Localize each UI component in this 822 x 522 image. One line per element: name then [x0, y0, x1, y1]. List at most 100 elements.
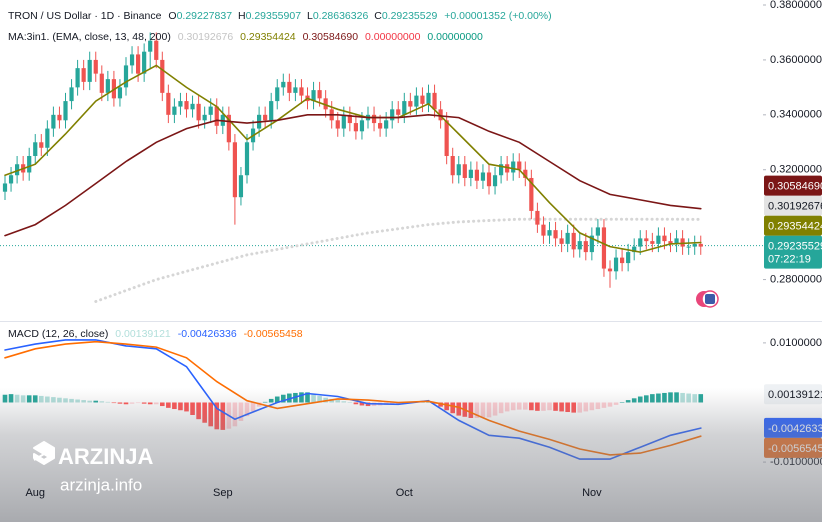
candle-body — [172, 106, 177, 115]
candle-body — [347, 114, 352, 124]
candle-body — [547, 230, 552, 236]
candle-body — [426, 92, 431, 104]
change: +0.00001352 (+0.00%) — [444, 10, 551, 22]
indicator-line — [94, 217, 703, 303]
countdown: 07:22:19 — [768, 254, 811, 266]
candle-body — [595, 227, 600, 236]
candle-body — [57, 114, 62, 121]
candle-body — [281, 81, 286, 88]
candle-body — [474, 169, 479, 181]
candle-body — [390, 109, 395, 121]
candle-body — [142, 51, 147, 74]
price-badge — [764, 215, 822, 236]
candle-body — [480, 172, 486, 181]
price-badge-label: 0.30192676 — [768, 201, 822, 213]
x-tick-label: Sep — [213, 487, 233, 499]
candle-body — [2, 183, 8, 192]
candle-body — [517, 161, 522, 170]
candle-body — [208, 106, 213, 115]
candle-body — [269, 101, 274, 121]
candle-body — [275, 87, 280, 102]
candle-body — [511, 161, 516, 173]
candle-body — [650, 241, 655, 244]
watermark: ARZINJA arzinja.info — [33, 441, 153, 494]
macd-value: -0.00426336 — [178, 328, 237, 340]
candle-body — [359, 120, 365, 132]
candle-body — [456, 164, 461, 176]
ohlc-value: 0.29355907 — [246, 10, 302, 22]
brand: ARZINJA — [58, 444, 153, 469]
candle-body — [523, 169, 528, 178]
candle-body — [299, 87, 304, 96]
flag-icon — [696, 290, 719, 308]
candle-body — [638, 238, 643, 247]
ohlc-label: C — [374, 10, 382, 22]
candle-body — [384, 120, 389, 129]
x-tick-label: Aug — [25, 487, 45, 499]
candle-body — [644, 238, 649, 242]
legend-line: TRON / US Dollar · 1D · Binance O0.29227… — [8, 10, 552, 22]
candle-body — [686, 246, 691, 248]
candle-body — [202, 114, 207, 121]
candle-body — [353, 123, 358, 132]
candle-body — [15, 164, 20, 176]
candle-body — [293, 87, 298, 93]
price-badge — [764, 235, 822, 269]
candle-body — [432, 92, 437, 110]
price-badge-label: 0.29354424 — [768, 221, 822, 233]
candle-body — [620, 257, 625, 264]
candle-body — [287, 81, 292, 93]
candle-body — [87, 59, 92, 82]
candle-body — [160, 59, 165, 93]
candle-body — [244, 142, 250, 176]
candle-body — [674, 238, 679, 244]
candle-body — [311, 90, 316, 102]
candle-body — [75, 68, 80, 88]
candle-body — [571, 232, 576, 250]
candle-body — [27, 156, 32, 173]
candle-body — [105, 79, 110, 93]
indicator-line — [4, 113, 702, 237]
candle-body — [420, 95, 425, 104]
candle-body — [583, 241, 588, 253]
indicator-name: MA:3in1. (EMA, close, 13, 48, 200) — [8, 31, 171, 43]
watermark-band — [0, 388, 822, 522]
ohlc-value: 0.29235529 — [382, 10, 438, 22]
site: arzinja.info — [60, 475, 142, 494]
candle-body — [468, 169, 473, 178]
indicator-line — [4, 64, 702, 253]
candle-body — [662, 235, 667, 242]
candle-body — [136, 54, 141, 74]
candle-body — [214, 106, 219, 126]
indicator-value: 0.00000000 — [427, 31, 483, 43]
candle-body — [529, 177, 534, 211]
candle-body — [232, 142, 237, 198]
x-axis: Aug Sep Oct Nov — [25, 487, 602, 499]
candle-body — [402, 101, 407, 115]
candle-body — [154, 40, 159, 60]
candle-body — [408, 101, 413, 107]
candle-body — [553, 230, 558, 239]
candle-body — [33, 142, 38, 157]
indicator-value: 0.00000000 — [365, 31, 421, 43]
candle-body — [499, 164, 504, 176]
macd-title: MACD (12, 26, close) — [8, 328, 108, 340]
candle-body — [371, 114, 377, 124]
candle-body — [462, 164, 467, 178]
candle-body — [607, 268, 613, 272]
logo — [33, 441, 55, 465]
candle-body — [81, 68, 86, 82]
candle-body — [317, 90, 322, 99]
candle-body — [378, 123, 383, 129]
candle-body — [505, 164, 510, 173]
candle-body — [396, 109, 401, 115]
price-badge — [764, 175, 822, 196]
candle-body — [613, 257, 619, 272]
candle-body — [626, 252, 631, 264]
candle-body — [698, 243, 703, 247]
candle-body — [486, 172, 492, 187]
